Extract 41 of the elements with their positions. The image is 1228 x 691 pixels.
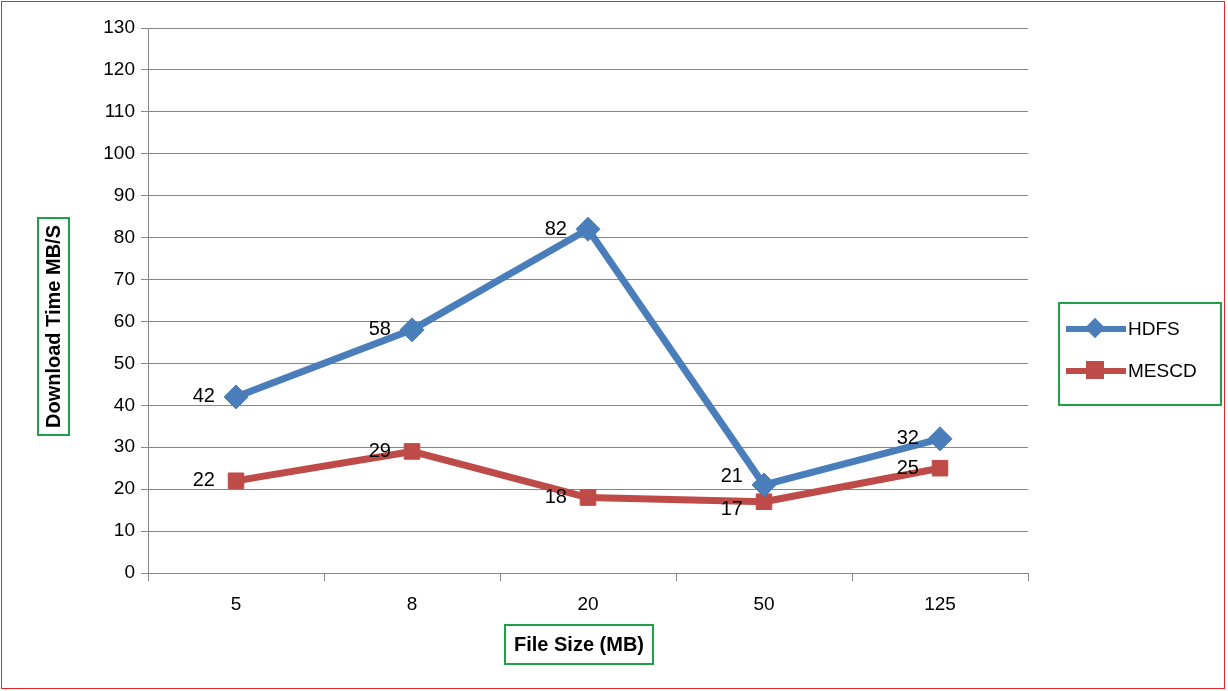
- data-label: 17: [720, 497, 743, 520]
- y-tick-label: 40: [113, 393, 135, 415]
- x-tick-label: 20: [577, 592, 599, 614]
- legend-label: HDFS: [1128, 318, 1180, 340]
- point: [403, 443, 421, 460]
- point: [755, 493, 773, 511]
- y-tick-label: 70: [113, 267, 135, 289]
- data-label: 22: [192, 468, 215, 491]
- point: [579, 489, 597, 506]
- point: [223, 384, 249, 410]
- data-label: 21: [720, 464, 743, 487]
- y-tick-label: 110: [104, 100, 135, 122]
- y-tick-label: 20: [113, 477, 135, 499]
- x-tick-label: 50: [753, 592, 775, 614]
- y-tick-label: 60: [113, 309, 135, 331]
- x-tick-label: 5: [230, 592, 242, 614]
- y-tick-label: 50: [113, 351, 135, 373]
- data-label: 58: [368, 317, 391, 340]
- data-label: 82: [544, 216, 567, 239]
- point: [227, 472, 245, 490]
- x-tick-label: 8: [406, 592, 418, 614]
- point: [575, 216, 601, 242]
- y-tick-label: 0: [124, 561, 135, 583]
- point: [751, 472, 777, 498]
- y-tick-label: 130: [103, 16, 135, 38]
- y-tick-label: 10: [113, 519, 135, 541]
- y-tick-label: 80: [113, 225, 135, 247]
- point: [399, 317, 425, 343]
- point: [927, 426, 953, 452]
- point: [931, 459, 949, 477]
- y-axis-title: Download Time MB/S: [37, 217, 70, 436]
- y-tick-label: 120: [103, 58, 135, 80]
- data-label: 32: [896, 426, 919, 449]
- y-tick-label: 30: [113, 435, 135, 457]
- x-axis-title: File Size (MB): [504, 624, 655, 665]
- y-tick-label: 90: [113, 183, 135, 205]
- x-tick-label: 125: [924, 592, 956, 614]
- y-tick-label: 100: [103, 142, 135, 163]
- data-label: 18: [544, 485, 567, 508]
- legend-label: MESCD: [1128, 360, 1197, 382]
- data-label: 42: [192, 384, 215, 407]
